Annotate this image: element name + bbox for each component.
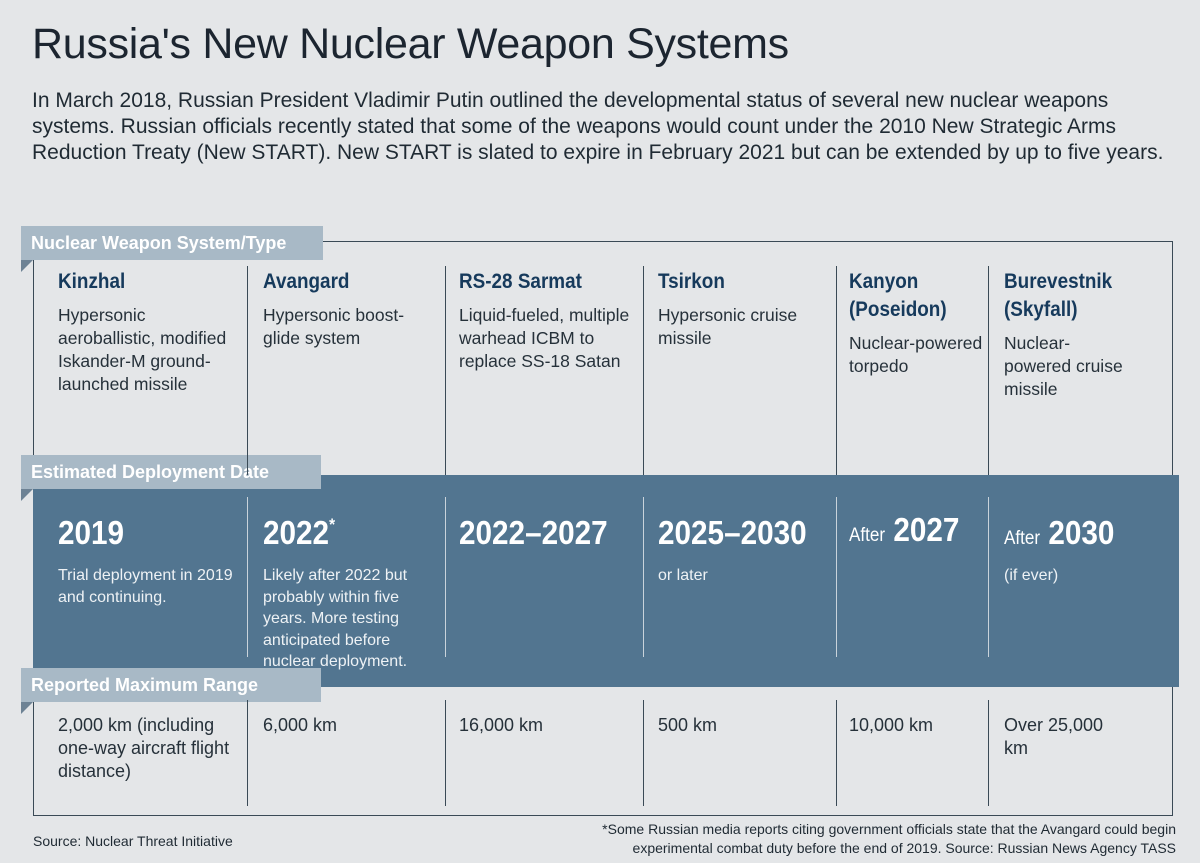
- source-note: Source: Nuclear Threat Initiative: [33, 833, 233, 849]
- column-divider: [643, 266, 644, 475]
- deployment-cell-burevestnik: After 2030 (if ever): [1004, 505, 1169, 587]
- date-value: 2030: [1048, 514, 1115, 551]
- column-divider: [247, 497, 248, 657]
- column-divider: [836, 266, 837, 475]
- weapon-name: Kanyon (Poseidon): [849, 270, 947, 321]
- column-divider: [988, 497, 989, 657]
- section-label-range: Reported Maximum Range: [21, 668, 321, 714]
- date-prefix: After: [1004, 528, 1041, 549]
- column-divider: [643, 700, 644, 806]
- date-mark: *: [329, 515, 336, 534]
- weapon-description: Hypersonic aeroballistic, modified Iskan…: [58, 305, 227, 394]
- column-divider: [988, 700, 989, 806]
- weapon-description: Liquid-fueled, multiple warhead ICBM to …: [459, 305, 630, 371]
- column-divider: [988, 266, 989, 475]
- column-divider: [247, 700, 248, 806]
- deployment-cell-sarmat: 2022–2027: [459, 505, 639, 565]
- deployment-date: After 2030: [1004, 505, 1153, 559]
- date-value: 2027: [893, 511, 960, 548]
- column-divider: [445, 497, 446, 657]
- range-value: Over 25,000 km: [1004, 715, 1104, 758]
- date-value: 2022: [263, 514, 330, 551]
- section-label-system: Nuclear Weapon System/Type: [21, 226, 323, 272]
- weapon-name: Tsirkon: [658, 270, 725, 293]
- deployment-note: Trial deployment in 2019 and continuing.: [58, 567, 233, 606]
- system-cell-tsirkon: Tsirkon Hypersonic cruise missile: [658, 268, 830, 350]
- column-divider: [836, 700, 837, 806]
- intro-text: In March 2018, Russian President Vladimi…: [32, 89, 1164, 164]
- range-value: 2,000 km (including one-way aircraft fli…: [58, 715, 230, 781]
- deployment-note: (if ever): [1004, 567, 1059, 584]
- weapon-name: Burevestnik (Skyfall): [1004, 270, 1113, 321]
- column-divider: [445, 266, 446, 475]
- system-cell-kanyon: Kanyon (Poseidon) Nuclear-powered torped…: [849, 268, 984, 378]
- weapon-description: Nuclear-powered cruise missile: [1004, 333, 1123, 399]
- deployment-cell-kanyon: After 2027: [849, 502, 984, 562]
- range-value: 10,000 km: [849, 715, 934, 735]
- date-value: 2019: [58, 514, 125, 551]
- weapon-name: Kinzhal: [58, 270, 126, 293]
- weapon-description: Nuclear-powered torpedo: [849, 333, 983, 376]
- deployment-date: 2019: [58, 505, 220, 559]
- deployment-date: 2022*: [263, 505, 421, 559]
- deployment-date: After 2027: [849, 502, 971, 556]
- date-prefix: After: [849, 525, 886, 546]
- footnote: *Some Russian media reports citing gover…: [602, 821, 1176, 856]
- page-title: Russia's New Nuclear Weapon Systems: [32, 20, 789, 68]
- range-value: 16,000 km: [459, 715, 544, 735]
- date-value: 2022–2027: [459, 514, 608, 551]
- weapon-name: RS-28 Sarmat: [459, 270, 582, 293]
- section-label-deployment: Estimated Deployment Date: [21, 455, 321, 501]
- deployment-note: or later: [658, 567, 708, 584]
- deployment-cell-tsirkon: 2025–2030 or later: [658, 505, 834, 587]
- deployment-cell-avangard: 2022* Likely after 2022 but probably wit…: [263, 505, 438, 673]
- weapon-description: Hypersonic boost-glide system: [263, 305, 405, 348]
- system-cell-sarmat: RS-28 Sarmat Liquid-fueled, multiple war…: [459, 268, 639, 373]
- column-divider: [445, 700, 446, 806]
- weapon-description: Hypersonic cruise missile: [658, 305, 798, 348]
- date-value: 2025–2030: [658, 514, 807, 551]
- column-divider: [643, 497, 644, 657]
- range-value: 500 km: [658, 715, 718, 735]
- system-cell-avangard: Avangard Hypersonic boost-glide system: [263, 268, 438, 350]
- deployment-cell-kinzhal: 2019 Trial deployment in 2019 and contin…: [58, 505, 238, 608]
- deployment-date: 2022–2027: [459, 505, 621, 559]
- deployment-date: 2025–2030: [658, 505, 816, 559]
- column-divider: [836, 497, 837, 657]
- weapon-name: Avangard: [263, 270, 350, 293]
- system-cell-kinzhal: Kinzhal Hypersonic aeroballistic, modifi…: [58, 268, 238, 396]
- column-divider: [247, 266, 248, 475]
- deployment-note: Likely after 2022 but probably within fi…: [263, 567, 408, 670]
- range-value: 6,000 km: [263, 715, 338, 735]
- system-cell-burevestnik: Burevestnik (Skyfall) Nuclear-powered cr…: [1004, 268, 1169, 401]
